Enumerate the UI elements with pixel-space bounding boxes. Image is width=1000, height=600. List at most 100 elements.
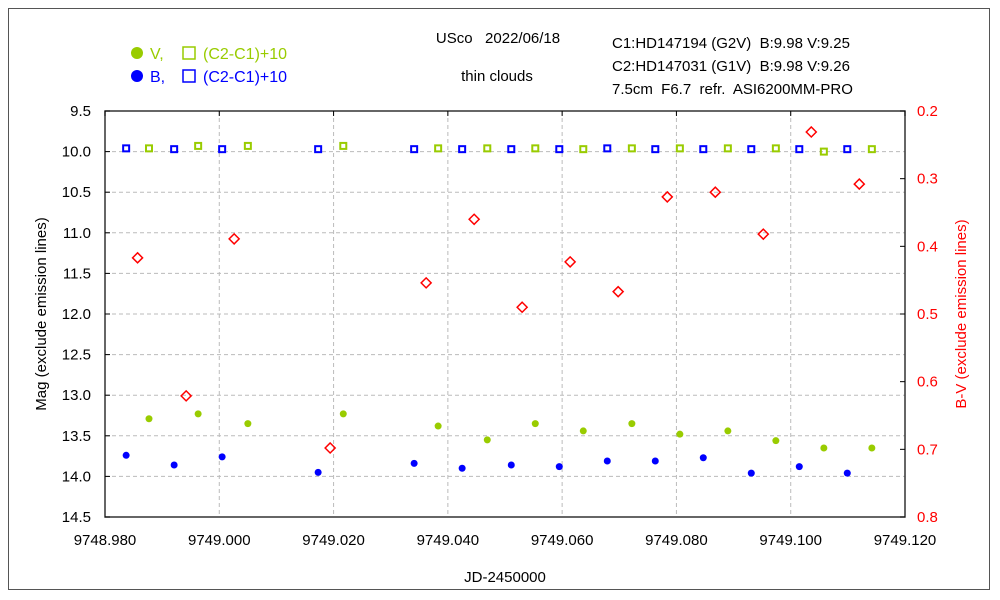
data-point-v-mag	[434, 422, 442, 430]
data-point-b-mag	[170, 461, 178, 469]
data-point-b-v	[853, 178, 866, 191]
data-point-comp-check	[507, 145, 516, 154]
x-axis-label: JD-2450000	[464, 569, 546, 586]
data-point-v-mag	[772, 437, 780, 445]
data-point-comp-check	[218, 145, 227, 154]
data-point-comp-check	[170, 145, 179, 154]
data-point-b-v	[612, 285, 625, 298]
data-point-b-mag	[843, 469, 851, 477]
data-point-v-mag	[628, 420, 636, 428]
y-tick-label: 11.5	[63, 265, 91, 282]
data-point-b-v	[228, 232, 241, 245]
data-point-b-mag	[603, 457, 611, 465]
x-tick-label: 9749.100	[759, 532, 822, 549]
y-tick-label: 13.0	[62, 387, 91, 404]
marks	[122, 125, 876, 477]
grid	[105, 111, 905, 517]
data-point-comp-check	[843, 145, 852, 154]
data-point-b-mag	[122, 451, 130, 459]
header-comp2: C2:HD147031 (G1V) B:9.98 V:9.26	[612, 58, 850, 75]
x-tick-label: 9749.040	[417, 532, 480, 549]
data-point-comp-check	[651, 145, 660, 154]
y2-tick-label: 0.6	[917, 374, 938, 391]
data-point-comp-check	[531, 144, 540, 153]
data-point-v-mag	[339, 410, 347, 418]
data-point-comp-check	[555, 145, 564, 154]
y-tick-label: 14.5	[62, 509, 91, 526]
data-point-b-mag	[651, 457, 659, 465]
legend: V, (C2-C1)+10 B, (C2-C1)+10	[131, 46, 287, 86]
y-tick-label: 9.5	[70, 103, 91, 120]
data-point-comp-check	[458, 145, 467, 154]
ticks: 9748.980 9749.000 9749.020 9749.040 9749.060…	[62, 103, 938, 549]
y-tick-label: 10.0	[62, 144, 91, 161]
data-point-b-v	[805, 125, 818, 139]
data-point-comp-check	[194, 141, 203, 150]
data-point-comp-check	[795, 145, 804, 154]
data-point-b-v	[180, 389, 193, 402]
data-point-comp-check	[747, 145, 756, 154]
data-point-b-v	[420, 276, 433, 289]
y2-tick-label: 0.5	[917, 306, 938, 323]
data-point-b-v	[757, 228, 770, 241]
data-point-comp-check	[867, 145, 876, 154]
y2-tick-label: 0.4	[917, 238, 938, 255]
data-point-comp-check	[122, 144, 131, 153]
data-point-v-mag	[579, 427, 587, 435]
data-point-b-mag	[699, 454, 707, 462]
header-comp1: C1:HD147194 (G2V) B:9.98 V:9.25	[612, 35, 850, 52]
y2-tick-label: 0.7	[917, 441, 938, 458]
data-point-v-mag	[868, 444, 876, 452]
header-note: thin clouds	[461, 68, 533, 85]
data-point-comp-check	[819, 147, 828, 156]
legend-v-dot	[131, 47, 143, 59]
data-point-comp-check	[627, 144, 636, 153]
data-point-b-v	[468, 213, 481, 226]
data-point-comp-check	[771, 144, 780, 153]
chart-frame	[8, 8, 990, 590]
data-point-b-mag	[410, 459, 418, 467]
data-point-v-mag	[483, 436, 491, 444]
y2-tick-label: 0.2	[917, 103, 938, 120]
x-tick-label: 9749.120	[874, 532, 937, 549]
data-point-v-mag	[145, 415, 153, 423]
data-point-v-mag	[194, 410, 202, 418]
y-tick-label: 10.5	[62, 184, 91, 201]
data-point-v-mag	[820, 444, 828, 452]
legend-b-square	[182, 69, 196, 83]
y2-tick-label: 0.3	[917, 171, 938, 188]
data-point-comp-check	[723, 144, 732, 153]
data-point-b-v	[131, 251, 144, 264]
data-point-b-mag	[747, 469, 755, 477]
data-point-b-v	[661, 190, 674, 203]
y-tick-label: 11.0	[63, 225, 91, 242]
x-tick-label: 9749.000	[188, 532, 251, 549]
data-point-b-mag	[458, 464, 466, 472]
data-point-comp-check	[579, 145, 588, 154]
data-point-comp-check	[314, 145, 323, 154]
legend-b-dot	[131, 70, 143, 82]
data-point-b-v	[516, 301, 529, 314]
y-axis-label: Mag (exclude emission lines)	[33, 217, 50, 410]
data-point-b-mag	[507, 461, 515, 469]
x-tick-label: 9749.060	[531, 532, 594, 549]
data-point-v-mag	[244, 420, 252, 428]
data-point-comp-check	[410, 145, 419, 154]
y-tick-label: 12.5	[62, 347, 91, 364]
legend-b-label: B,	[150, 69, 165, 86]
data-point-v-mag	[676, 430, 684, 438]
data-point-b-mag	[314, 468, 322, 476]
y2-tick-label: 0.8	[917, 509, 938, 526]
y2-axis-label: B-V (exclude emission lines)	[953, 219, 970, 408]
legend-v-label: V,	[150, 46, 164, 63]
legend-v-square	[182, 46, 196, 60]
data-point-v-mag	[724, 427, 732, 435]
data-point-b-v	[564, 255, 577, 268]
data-point-comp-check	[434, 144, 443, 153]
y-tick-label: 12.0	[62, 306, 91, 323]
data-point-comp-check	[699, 145, 708, 154]
data-point-b-v	[324, 441, 337, 455]
legend-v-comp-label: (C2-C1)+10	[203, 46, 287, 63]
header-equipment: 7.5cm F6.7 refr. ASI6200MM-PRO	[612, 81, 853, 98]
